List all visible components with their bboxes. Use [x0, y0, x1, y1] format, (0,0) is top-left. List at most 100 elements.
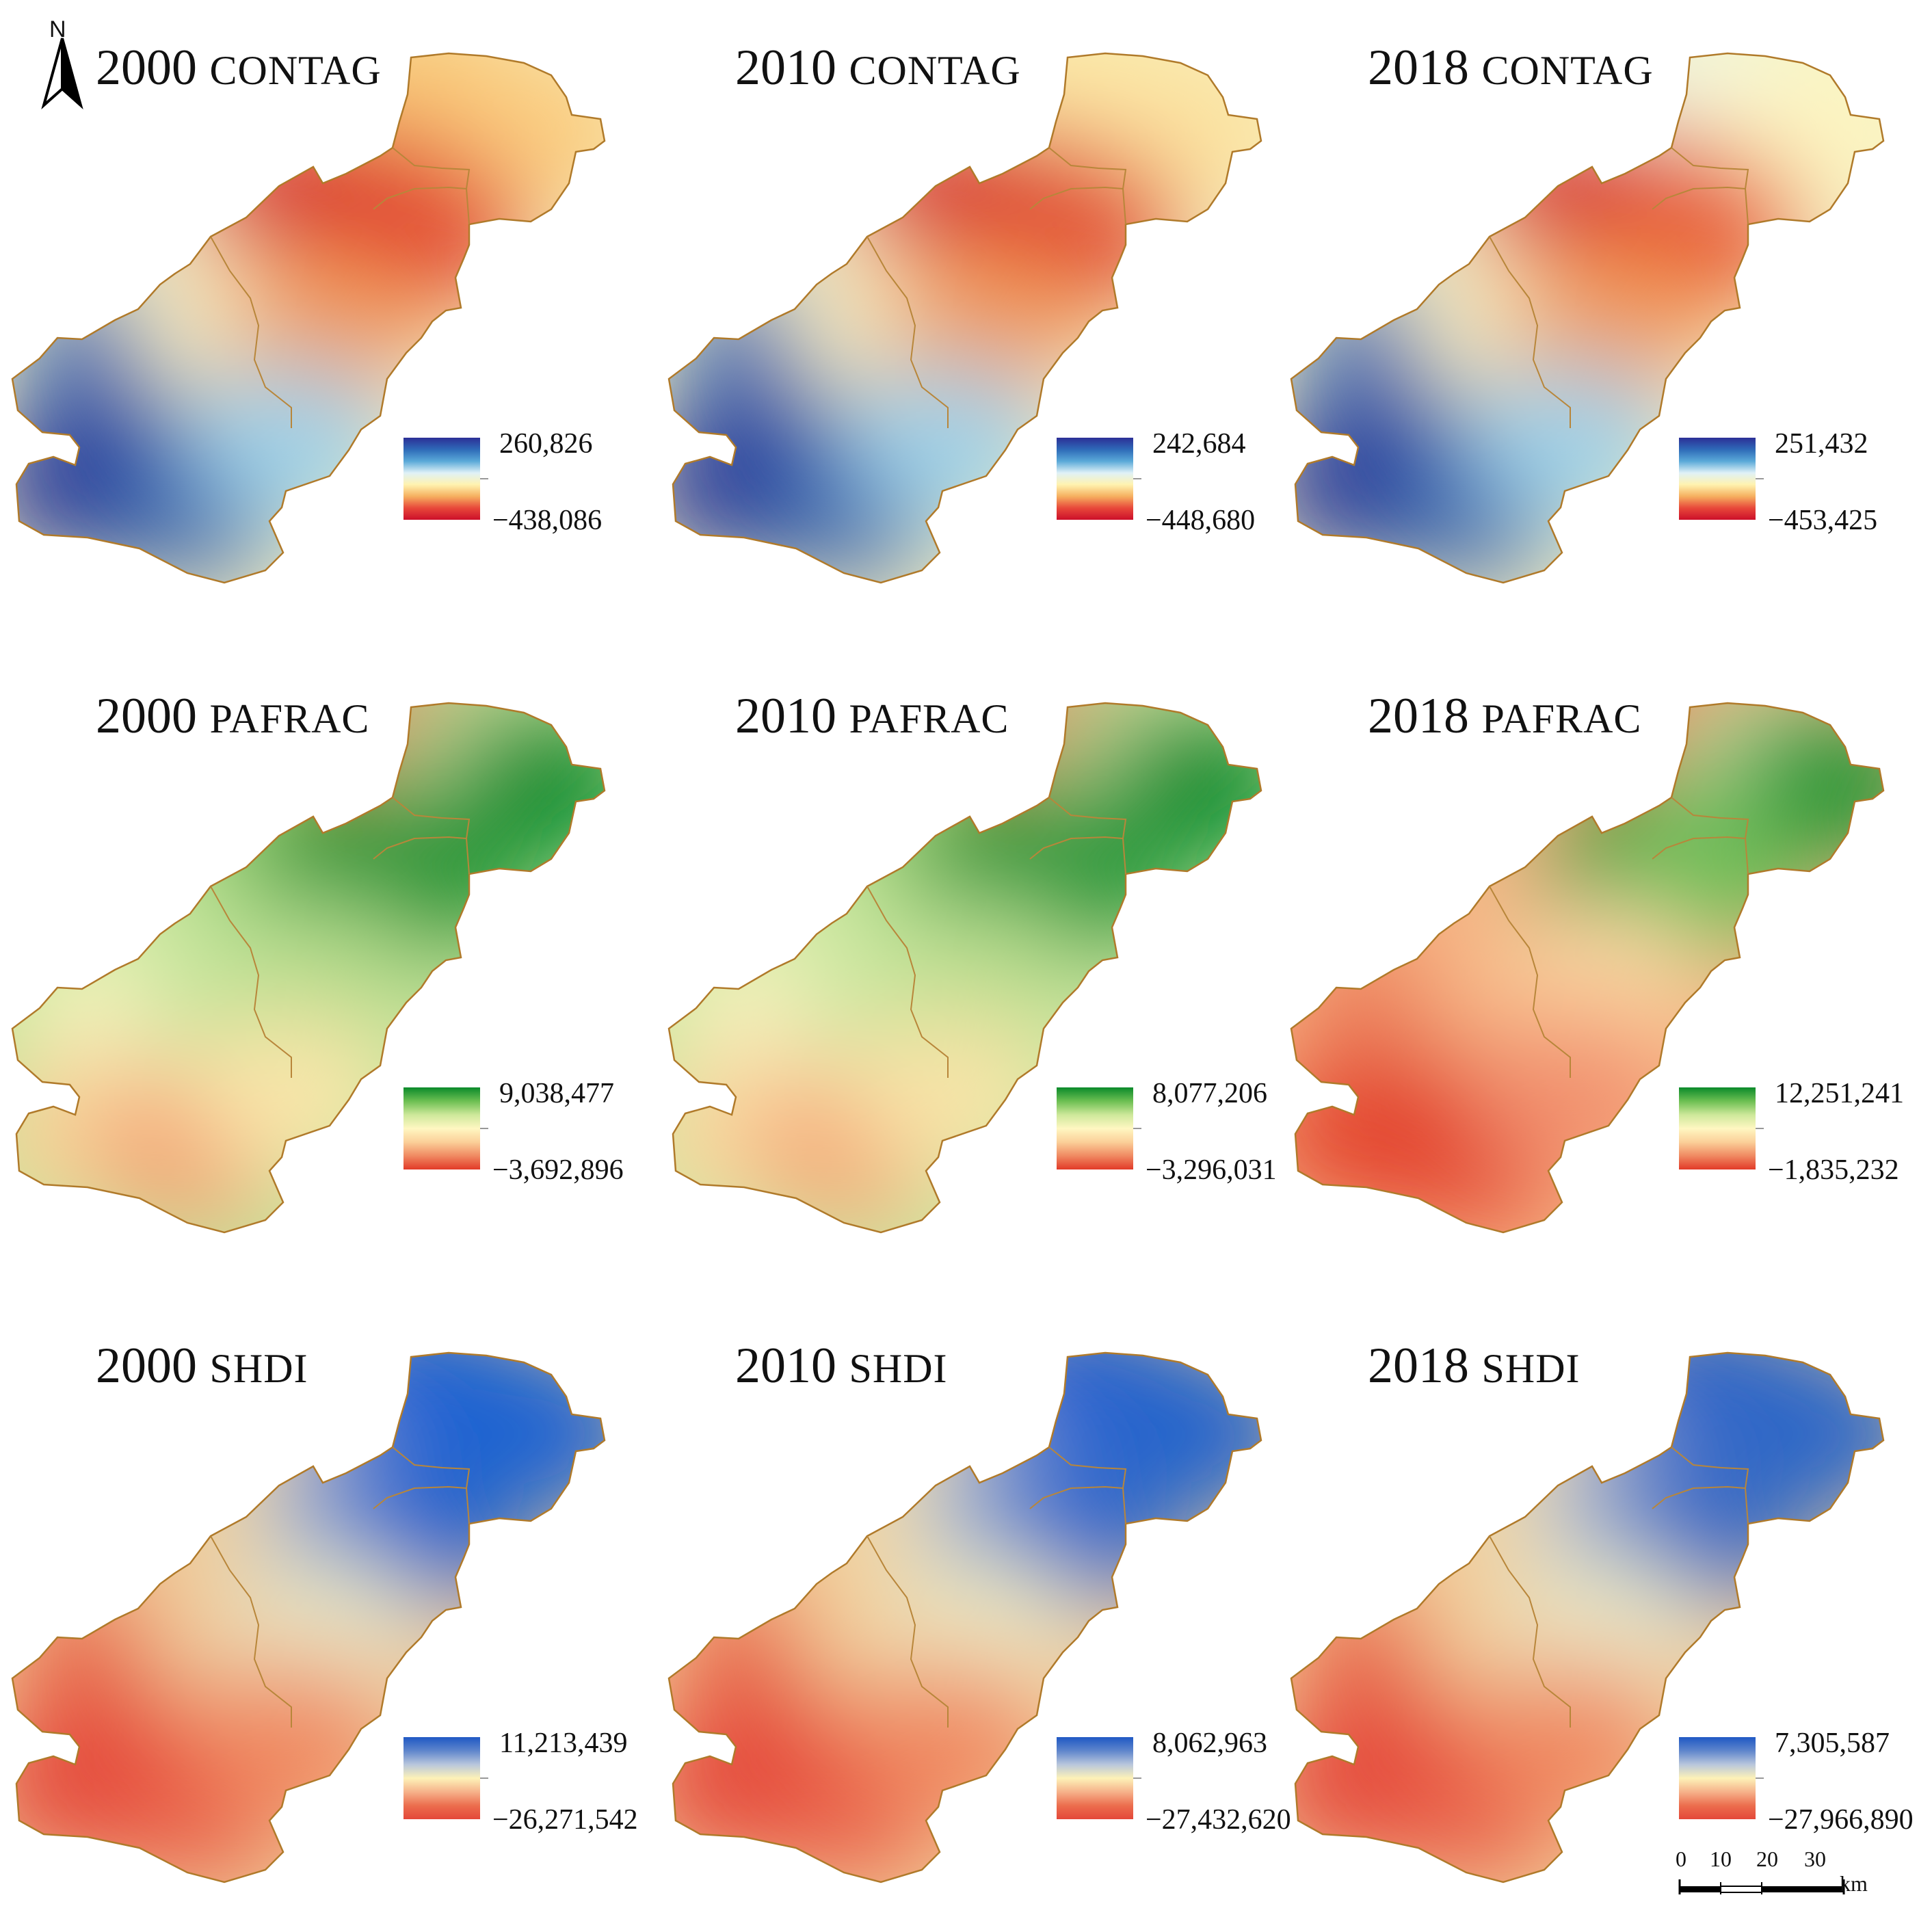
north-label: N	[49, 16, 66, 42]
district-boundary	[866, 886, 949, 1078]
region-boundary	[667, 52, 1262, 584]
legend-max-label: 242,684	[1152, 428, 1246, 460]
map-title: 2010 SHDI	[735, 1340, 948, 1391]
map-title-year: 2010	[735, 1338, 836, 1394]
district-boundary	[1671, 1446, 1749, 1524]
region-boundary	[11, 52, 606, 584]
district-boundary	[210, 236, 292, 428]
legend-min-label: −453,425	[1768, 505, 1878, 536]
map-title-year: 2018	[1368, 688, 1469, 744]
district-boundary	[866, 236, 949, 428]
district-boundary	[1029, 1485, 1124, 1509]
district-boundary	[1048, 797, 1127, 875]
map-title: 2018 PAFRAC	[1368, 691, 1641, 741]
legend-color-ramp	[1057, 438, 1133, 520]
region-boundary	[1290, 52, 1885, 584]
map-title: 2018 CONTAG	[1368, 42, 1654, 93]
legend-color-ramp	[1679, 1087, 1756, 1169]
legend-color-ramp	[1679, 438, 1756, 520]
scale-tick: 0	[1676, 1847, 1686, 1871]
legend-max-label: 12,251,241	[1775, 1078, 1904, 1109]
legend-max-label: 260,826	[499, 428, 593, 460]
legend-min-label: −26,271,542	[492, 1804, 638, 1836]
district-boundary	[1029, 186, 1124, 210]
district-boundary	[373, 1485, 467, 1509]
district-boundary	[1652, 836, 1746, 860]
region-boundary	[667, 1351, 1262, 1883]
district-boundary	[392, 147, 471, 225]
map-panel	[1290, 1351, 1885, 1883]
map-title-metric: SHDI	[1481, 1346, 1580, 1391]
legend-color-ramp	[1057, 1737, 1133, 1819]
district-boundary	[1652, 1485, 1746, 1509]
legend-min-label: −3,296,031	[1146, 1154, 1277, 1186]
raster-surface	[1291, 1353, 1883, 1882]
legend-max-label: 7,305,587	[1775, 1728, 1890, 1759]
north-arrow-icon	[38, 18, 86, 114]
region-boundary	[11, 1351, 606, 1883]
district-boundary	[866, 1535, 949, 1728]
district-boundary	[373, 836, 467, 860]
legend-min-label: −1,835,232	[1768, 1154, 1899, 1186]
legend-color-ramp	[403, 1737, 480, 1819]
district-boundary	[392, 797, 471, 875]
legend-min-label: −438,086	[492, 505, 603, 536]
legend-min-label: −27,966,890	[1768, 1804, 1914, 1836]
district-boundary	[373, 186, 467, 210]
map-title-metric: PAFRAC	[1481, 696, 1642, 741]
legend-max-label: 8,062,963	[1152, 1728, 1267, 1759]
map-title-year: 2000	[96, 40, 197, 96]
map-panel	[1290, 702, 1885, 1234]
region-boundary	[11, 702, 606, 1234]
district-boundary	[1048, 147, 1127, 225]
map-title-year: 2000	[96, 688, 197, 744]
district-boundary	[1048, 1446, 1127, 1524]
district-boundary	[210, 1535, 292, 1728]
region-boundary	[1290, 702, 1885, 1234]
scale-unit: km	[1840, 1871, 1868, 1896]
map-title-year: 2010	[735, 40, 836, 96]
district-boundary	[1652, 186, 1746, 210]
map-title: 2010 CONTAG	[735, 42, 1021, 93]
map-title-metric: PAFRAC	[849, 696, 1009, 741]
legend-min-label: −448,680	[1146, 505, 1256, 536]
district-boundary	[1489, 236, 1571, 428]
map-title: 2000 SHDI	[96, 1340, 308, 1391]
legend-max-label: 251,432	[1775, 428, 1868, 460]
scale-bar: 0 10 20 30 km	[1676, 1847, 1868, 1901]
map-title-year: 2018	[1368, 40, 1469, 96]
map-title-metric: PAFRAC	[209, 696, 370, 741]
map-title-year: 2018	[1368, 1338, 1469, 1394]
district-boundary	[1489, 1535, 1571, 1728]
legend-color-ramp	[1679, 1737, 1756, 1819]
map-title-metric: SHDI	[849, 1346, 948, 1391]
district-boundary	[210, 886, 292, 1078]
scale-tick: 20	[1756, 1847, 1778, 1871]
map-title: 2010 PAFRAC	[735, 691, 1009, 741]
map-title-year: 2000	[96, 1338, 197, 1394]
district-boundary	[1029, 836, 1124, 860]
map-title-metric: CONTAG	[1481, 48, 1654, 93]
region-boundary	[667, 702, 1262, 1234]
map-title: 2018 SHDI	[1368, 1340, 1580, 1391]
map-title: 2000 PAFRAC	[96, 691, 369, 741]
legend-min-label: −27,432,620	[1146, 1804, 1291, 1836]
legend-max-label: 11,213,439	[499, 1728, 628, 1759]
map-title: 2000 CONTAG	[96, 42, 382, 93]
district-boundary	[1671, 147, 1749, 225]
district-boundary	[1671, 797, 1749, 875]
region-boundary	[1290, 1351, 1885, 1883]
map-title-year: 2010	[735, 688, 836, 744]
legend-max-label: 8,077,206	[1152, 1078, 1267, 1109]
map-title-metric: CONTAG	[849, 48, 1021, 93]
map-title-metric: CONTAG	[209, 48, 382, 93]
raster-surface	[1291, 703, 1883, 1232]
district-boundary	[392, 1446, 471, 1524]
legend-color-ramp	[403, 1087, 480, 1169]
district-boundary	[1489, 886, 1571, 1078]
legend-min-label: −3,692,896	[492, 1154, 624, 1186]
scale-tick: 10	[1710, 1847, 1732, 1871]
scale-tick: 30	[1804, 1847, 1826, 1871]
